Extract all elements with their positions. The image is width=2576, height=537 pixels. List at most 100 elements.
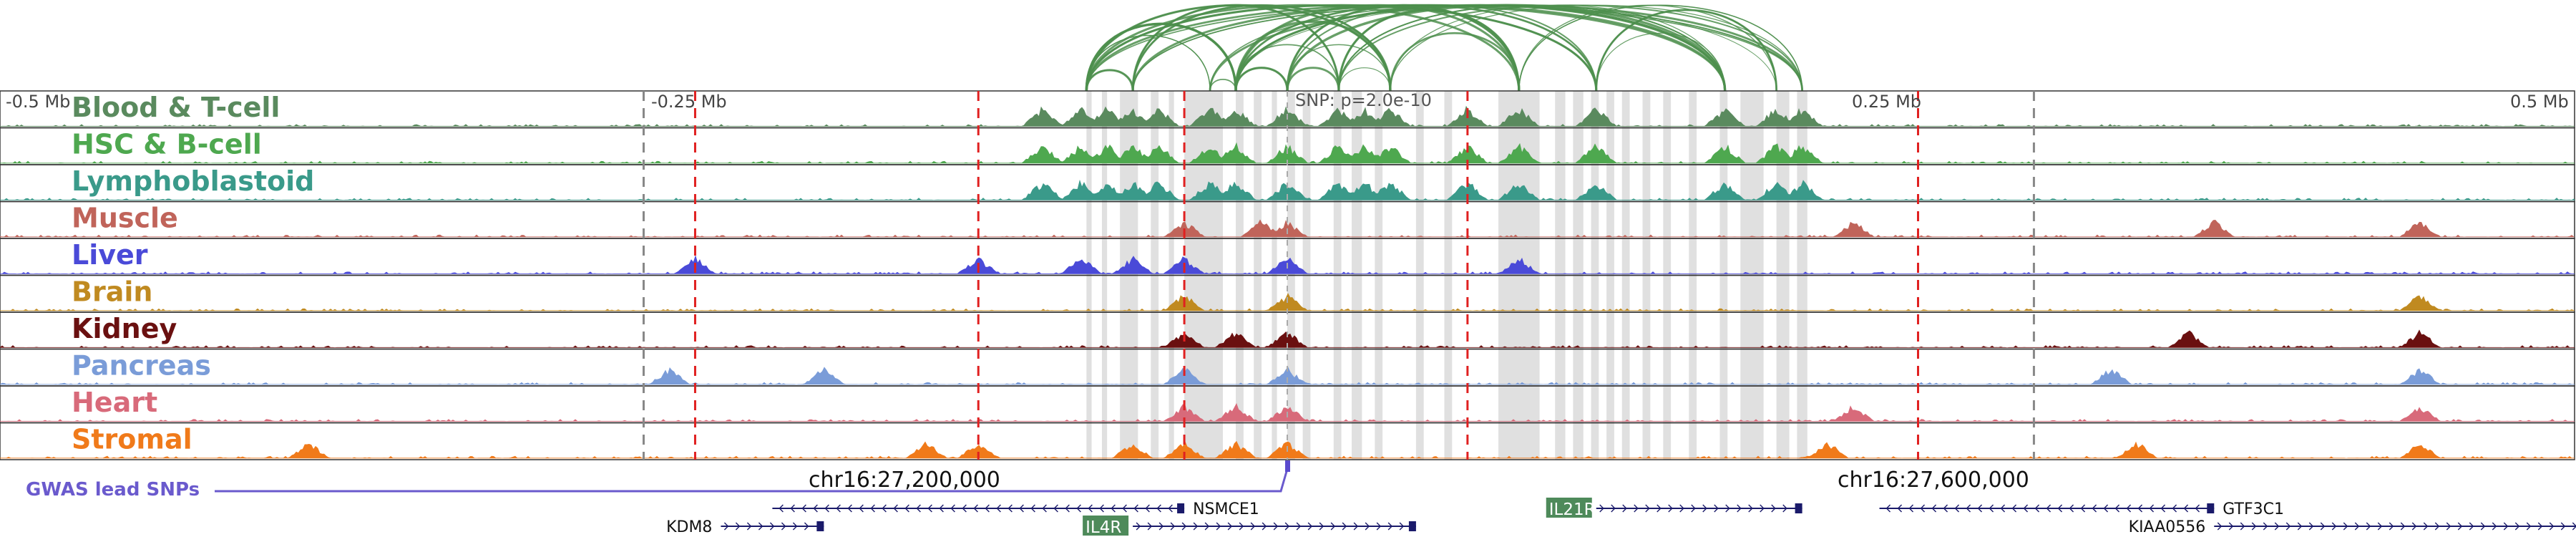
strand-arrow <box>2549 522 2555 531</box>
strand-arrow <box>2457 522 2463 531</box>
interaction-arcs <box>1085 4 1804 92</box>
strand-arrow <box>1725 504 1730 513</box>
strand-arrow <box>2411 522 2417 531</box>
strand-arrow <box>962 504 967 513</box>
gene-annotations: NSMCE1 KDM8 IL4R IL21R GTF3C1 KIAA0556 <box>666 498 2576 537</box>
gene-exon <box>816 521 824 531</box>
strand-arrow <box>1008 504 1013 513</box>
strand-arrow <box>2320 522 2326 531</box>
strand-arrow <box>769 522 775 531</box>
track-label: Heart <box>72 387 157 418</box>
strand-arrow <box>870 504 875 513</box>
strand-arrow <box>779 504 784 513</box>
strand-arrow <box>1387 522 1393 531</box>
strand-arrow <box>2423 522 2429 531</box>
strand-arrow <box>927 504 932 513</box>
strand-arrow <box>939 504 944 513</box>
tick-label: -0.25 Mb <box>651 92 727 112</box>
interaction-arc <box>1085 69 1133 92</box>
strand-arrow <box>790 504 795 513</box>
strand-arrow <box>1634 504 1639 513</box>
coordinate-label: chr16:27,600,000 <box>1838 468 2029 493</box>
strand-arrow <box>1147 522 1153 531</box>
strand-arrow <box>2228 522 2234 531</box>
interaction-arc <box>1085 4 1598 92</box>
strand-arrow <box>1702 504 1707 513</box>
strand-arrow <box>1307 522 1313 531</box>
strand-arrow <box>2092 504 2097 513</box>
strand-arrow <box>1908 504 1914 513</box>
strand-arrow <box>1239 522 1244 531</box>
gene-label: IL4R <box>1085 518 1121 537</box>
track-labels: Blood & T-cell HSC & B-cell Lymphoblastoid… <box>72 92 314 455</box>
strand-arrow <box>723 522 729 531</box>
strand-arrow <box>2446 522 2451 531</box>
strand-arrow <box>1645 504 1650 513</box>
strand-arrow <box>1227 522 1233 531</box>
strand-arrow <box>2137 504 2143 513</box>
strand-arrow <box>2149 504 2155 513</box>
strand-arrow <box>792 522 798 531</box>
track-label: Kidney <box>72 313 177 344</box>
strand-arrow <box>1076 504 1081 513</box>
strand-arrow <box>813 504 818 513</box>
strand-arrow <box>1599 504 1604 513</box>
strand-arrow <box>1977 504 1983 513</box>
strand-arrow <box>2526 522 2532 531</box>
strand-arrow <box>1296 522 1302 531</box>
strand-arrow <box>1657 504 1662 513</box>
strand-arrow <box>1885 504 1891 513</box>
strand-arrow <box>1216 522 1221 531</box>
interaction-arc <box>1209 79 1236 92</box>
strand-arrow <box>2492 522 2497 531</box>
interaction-arc <box>1596 9 1777 92</box>
strand-arrow <box>2023 504 2029 513</box>
strand-arrow <box>1250 522 1256 531</box>
strand-arrow <box>1168 504 1173 513</box>
strand-arrow <box>2377 522 2383 531</box>
interaction-arc <box>1518 4 1803 92</box>
strand-arrow <box>2514 522 2520 531</box>
strand-arrow <box>2057 504 2063 513</box>
strand-arrow <box>1376 522 1382 531</box>
strand-arrow <box>2103 504 2109 513</box>
strand-arrow <box>1156 504 1161 513</box>
track-label: HSC & B-cell <box>72 129 262 160</box>
strand-arrow <box>1053 504 1058 513</box>
strand-arrow <box>2034 504 2040 513</box>
strand-arrow <box>2126 504 2132 513</box>
interaction-arc <box>1085 4 1803 92</box>
strand-arrow <box>1353 522 1359 531</box>
strand-arrow <box>973 504 978 513</box>
track-label: Liver <box>72 239 148 271</box>
gene-highlight <box>1546 498 1592 518</box>
strand-arrow <box>1920 504 1926 513</box>
strand-arrow <box>1611 504 1616 513</box>
strand-arrow <box>2069 504 2074 513</box>
tick-label: -0.5 Mb <box>6 92 70 112</box>
strand-arrow <box>1330 522 1336 531</box>
strand-arrow <box>1030 504 1035 513</box>
strand-arrow <box>746 522 752 531</box>
strand-arrow <box>847 504 852 513</box>
track-label: Brain <box>72 276 152 308</box>
marker-lines <box>643 91 2035 460</box>
strand-arrow <box>1019 504 1024 513</box>
interaction-arc <box>1085 69 1134 92</box>
strand-arrow <box>2183 504 2189 513</box>
track-label: Lymphoblastoid <box>72 165 314 197</box>
gene-label: KIAA0556 <box>2129 518 2206 536</box>
strand-arrow <box>2000 504 2006 513</box>
strand-arrow <box>2366 522 2371 531</box>
strand-arrow <box>1966 504 1971 513</box>
strand-arrow <box>1760 504 1765 513</box>
strand-arrow <box>1954 504 1960 513</box>
strand-arrow <box>1319 522 1324 531</box>
strand-arrow <box>1262 522 1267 531</box>
strand-arrow <box>2114 504 2120 513</box>
gene-label: NSMCE1 <box>1193 500 1259 518</box>
strand-arrow <box>1158 522 1164 531</box>
strand-arrow <box>1065 504 1070 513</box>
strand-arrow <box>1714 504 1719 513</box>
